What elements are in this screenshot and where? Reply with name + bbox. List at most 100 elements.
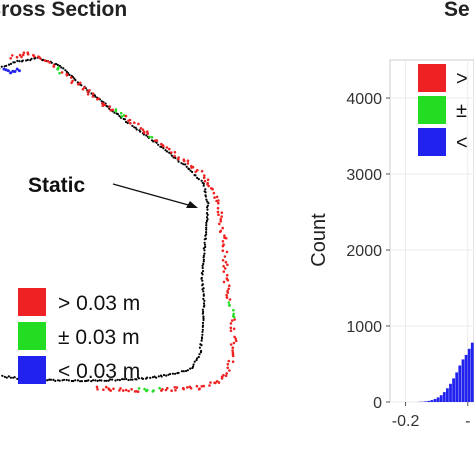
change-point (166, 386, 169, 390)
static-point (202, 294, 205, 297)
static-point (197, 178, 200, 181)
static-point (201, 273, 204, 276)
static-point (127, 378, 130, 382)
static-point (98, 379, 101, 382)
right-legend-swatch (418, 96, 446, 124)
static-point (124, 120, 128, 124)
static-point (204, 245, 207, 249)
static-point (108, 107, 111, 110)
change-point (226, 363, 230, 366)
change-point (46, 59, 49, 63)
change-point (177, 157, 180, 161)
static-point (3, 375, 6, 378)
change-point (224, 260, 228, 264)
static-point (74, 379, 77, 382)
static-point (152, 140, 155, 143)
static-point (16, 59, 19, 63)
static-point (204, 234, 207, 237)
change-point (219, 229, 223, 233)
static-point (182, 163, 185, 166)
change-point (137, 387, 141, 390)
change-point (103, 103, 107, 107)
change-point (120, 115, 124, 118)
static-point (201, 284, 204, 287)
change-point (202, 176, 206, 180)
change-point (143, 387, 146, 391)
static-point (200, 179, 203, 182)
static-point (107, 379, 110, 382)
static-point (80, 84, 83, 87)
static-point (100, 100, 103, 103)
static-point (185, 369, 188, 373)
static-point (201, 325, 204, 328)
static-point (201, 308, 204, 311)
change-point (186, 159, 190, 162)
static-point (25, 59, 28, 62)
static-point (201, 328, 204, 331)
histogram-bar (424, 401, 427, 402)
change-point (223, 234, 226, 237)
static-point (203, 238, 206, 241)
change-point (207, 184, 210, 188)
static-point (174, 372, 177, 375)
histogram-bar (433, 399, 437, 402)
change-point (137, 122, 140, 126)
change-point (181, 386, 185, 390)
static-point (205, 198, 208, 201)
change-point (223, 267, 227, 270)
histogram-bar (461, 359, 465, 402)
change-point (217, 201, 220, 205)
histogram-bar (427, 400, 431, 402)
y-tick-label: 0 (373, 395, 382, 412)
change-point (146, 132, 149, 135)
change-point (109, 108, 112, 112)
static-point (202, 310, 205, 313)
histogram-bar (442, 392, 446, 402)
change-point (70, 76, 73, 79)
static-point (151, 376, 154, 379)
change-point (232, 327, 236, 331)
static-point (68, 73, 71, 76)
change-point (129, 122, 132, 125)
static-point (204, 191, 207, 194)
static-point (76, 379, 79, 382)
negative-change-point (13, 70, 17, 73)
change-point (139, 127, 143, 130)
change-point (77, 83, 80, 86)
static-point (196, 176, 199, 179)
static-point (192, 363, 195, 366)
static-point (203, 299, 206, 302)
change-point (217, 213, 220, 216)
change-point (220, 377, 224, 380)
change-point (208, 384, 211, 387)
change-point (148, 135, 151, 139)
change-point (228, 284, 231, 288)
change-point (15, 55, 19, 59)
change-point (221, 249, 225, 252)
legend-label: < 0.03 m (58, 360, 140, 383)
static-point (139, 130, 142, 133)
histogram-bar (446, 388, 449, 402)
change-point (194, 170, 197, 174)
change-point (91, 95, 95, 98)
change-point (226, 278, 230, 282)
static-point (191, 366, 194, 370)
change-point (145, 389, 148, 393)
static-point (205, 224, 208, 227)
change-point (11, 54, 14, 57)
static-point (1, 374, 4, 377)
static-point (186, 369, 189, 372)
change-point (225, 273, 229, 277)
change-point (209, 381, 212, 384)
static-point (207, 202, 210, 205)
change-point (224, 374, 228, 378)
static-point (13, 61, 16, 64)
static-point (114, 379, 117, 382)
static-point (202, 247, 205, 250)
static-point (202, 305, 206, 308)
static-point (202, 254, 205, 257)
change-point (226, 366, 229, 370)
static-point (50, 61, 53, 64)
change-point (102, 388, 105, 392)
change-point (231, 349, 234, 352)
